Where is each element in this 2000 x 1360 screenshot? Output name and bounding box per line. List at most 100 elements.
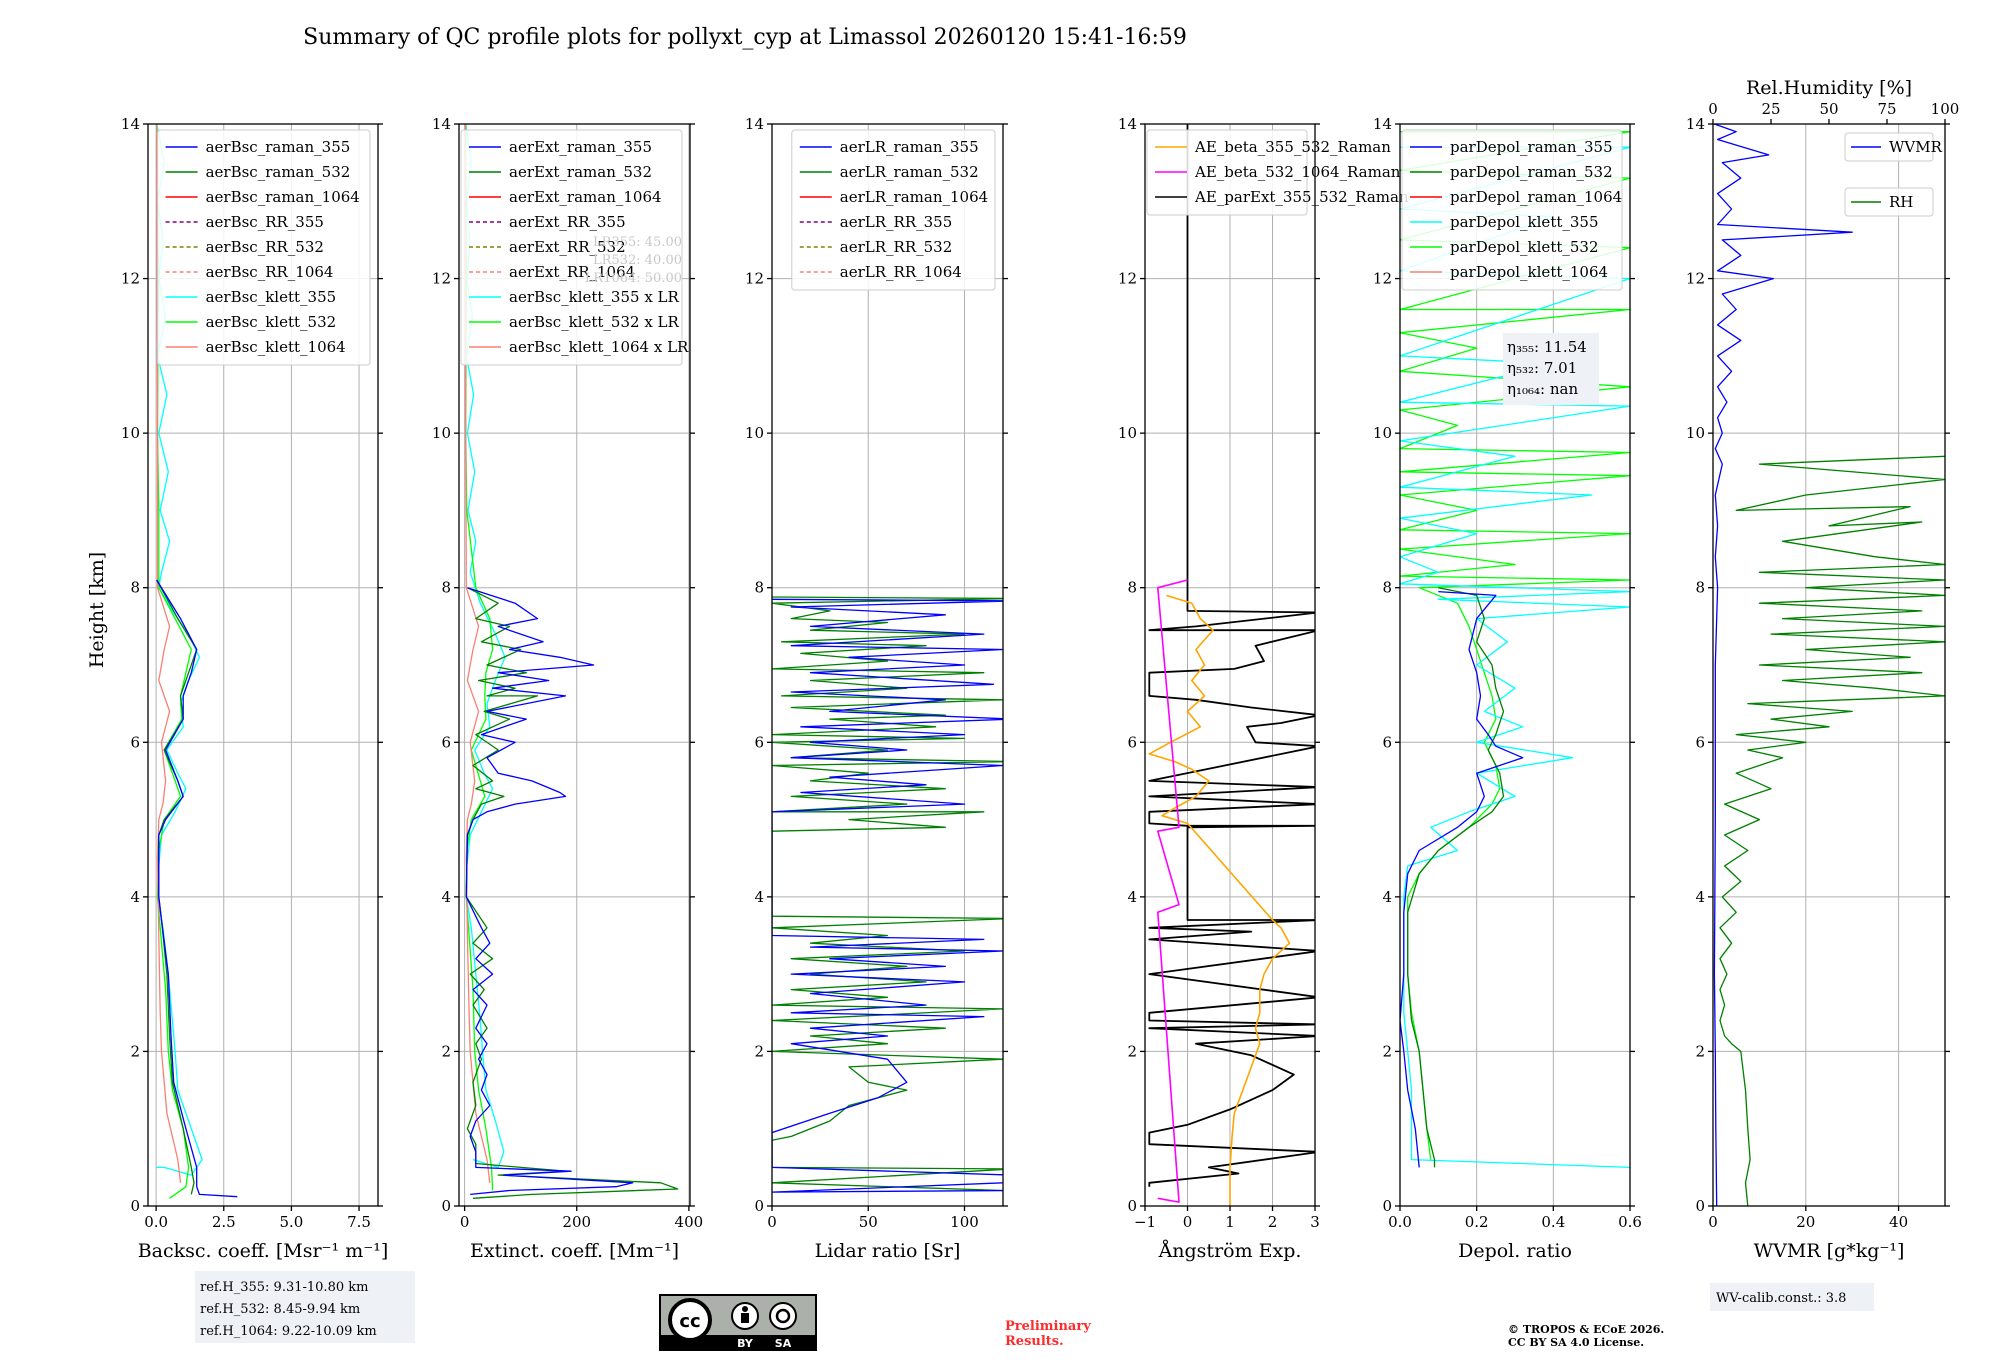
lr-note: LR355: 45.00 [593,235,682,250]
legend-entry: AE_beta_355_532_Raman [1194,138,1391,156]
panel-bsc: 0 2 4 6 8 10 12 14 0.0 2.5 5.0 7.5 Backsc. coeff. [M… [121,115,388,1262]
series-aerExt_raman_355 [465,587,634,1196]
eta-value: η₅₃₂: 7.01 [1507,359,1577,377]
y-tick-label: 8 [1695,579,1705,597]
series-aerBsc_klett_1064 x LR [464,124,491,1183]
legend-entry: parDepol_raman_355 [1450,138,1613,156]
y-tick-label: 10 [121,424,140,442]
x-axis-label: Ångström Exp. [1158,1240,1302,1262]
y-tick-label: 6 [441,733,451,751]
legend-entry: AE_parExt_355_532_Raman [1194,188,1409,206]
legend-entry: RH [1889,193,1913,211]
y-tick-label: 6 [1382,733,1392,751]
y-tick-label: 12 [1373,270,1392,288]
x-tick-label: 0.0 [1388,1213,1412,1231]
y-tick-label: 10 [432,424,451,442]
y-tick-label: 4 [130,888,140,906]
y-tick-label: 4 [1695,888,1705,906]
series-AE_beta_532_1064_Raman [1157,579,1188,1203]
series-aerBsc_klett_1064 [156,124,182,1183]
y-tick-label: 10 [1118,424,1137,442]
legend-entry: aerExt_RR_355 [509,213,626,231]
y-axis-label: Height [km] [86,552,108,668]
x-tick-label: 400 [675,1213,704,1231]
series-group [772,596,1003,1193]
legend-entry: parDepol_raman_1064 [1450,188,1622,206]
y-tick-label: 2 [1382,1042,1392,1060]
legend-entry: aerBsc_raman_355 [206,138,351,156]
y-tick-label: 4 [754,888,764,906]
legend-entry: aerBsc_RR_532 [206,238,324,256]
series-RH [1719,455,1945,1206]
eta-value: η₃₅₅: 11.54 [1507,338,1587,356]
series-parDepol_raman_355 [1400,590,1524,1168]
x-axis-label: WVMR [g*kg⁻¹] [1754,1240,1905,1262]
y-tick-label: 14 [432,115,451,133]
plot-frame [147,123,379,1207]
series-AE_parExt_355_532_Raman [1148,124,1315,1187]
by-text: BY [737,1337,754,1350]
y-tick-label: 10 [1686,424,1705,442]
wv-calib-box [1710,1283,1874,1311]
y-tick-label: 6 [130,733,140,751]
x-tick-label: 2.5 [212,1213,236,1231]
legend-entry: parDepol_klett_355 [1450,213,1599,231]
y-tick-label: 0 [754,1197,764,1215]
series-aerBsc_raman_355 [156,579,238,1198]
legend-entry: aerBsc_klett_1064 x LR [509,338,689,356]
cc-text: cc [679,1311,700,1332]
y-tick-label: 14 [1118,115,1137,133]
legend-entry: aerBsc_RR_355 [206,213,324,231]
y-tick-label: 12 [432,270,451,288]
x-tick-label: 0.2 [1465,1213,1489,1231]
series-aerExt_raman_532 [465,587,679,1199]
legend-entry: aerBsc_klett_532 [206,313,337,331]
legend-entry: parDepol_klett_532 [1450,238,1599,256]
y-tick-label: 0 [1382,1197,1392,1215]
y-tick-label: 10 [745,424,764,442]
lr-note: LR1064: 50.00 [585,271,682,286]
x-tick-label: −1 [1134,1213,1156,1231]
legend-entry: AE_beta_532_1064_Raman [1194,163,1401,181]
copyright-line-1: © TROPOS & ECoE 2026. [1508,1323,1664,1336]
x-tick-label: 40 [1889,1213,1908,1231]
panel-lr: 0 2 4 6 8 10 12 14 0 50 100 Lidar ratio [Sr] aerLR_r… [745,115,1008,1262]
legend-entry: aerBsc_raman_1064 [206,188,360,206]
x-axis-label: Extinct. coeff. [Mm⁻¹] [470,1240,679,1262]
y-tick-label: 4 [1382,888,1392,906]
top-x-tick-label: 50 [1819,100,1838,118]
plot-frame [771,123,1004,1207]
y-tick-label: 4 [1127,888,1137,906]
y-tick-label: 0 [1695,1197,1705,1215]
legend-entry: aerLR_RR_355 [840,213,952,231]
top-axis-label: Rel.Humidity [%] [1746,77,1912,99]
legend-entry: aerExt_RR_1064 [509,263,635,281]
y-tick-label: 14 [745,115,764,133]
legend-entry: parDepol_klett_1064 [1450,263,1608,281]
legend-entry: aerExt_RR_532 [509,238,626,256]
y-tick-label: 2 [130,1042,140,1060]
figure-title: Summary of QC profile plots for pollyxt_… [303,25,1187,50]
lr-note: LR532: 40.00 [593,253,682,268]
legend-box [460,129,683,366]
share-alike-icon [769,1302,797,1330]
plot-frame [458,123,691,1207]
legend-entry: aerBsc_raman_532 [206,163,351,181]
top-x-tick-label: 75 [1877,100,1896,118]
y-tick-label: 14 [1373,115,1392,133]
legend-box [157,129,371,366]
series-aerBsc_raman_532 [156,579,198,1195]
cc-license-badge: cc BY SA [659,1294,817,1351]
legend-box [791,129,996,291]
ref-height-355: ref.H_355: 9.31-10.80 km [200,1280,368,1295]
panel-depol: 0 2 4 6 8 10 12 14 0.0 0.2 0.4 0.6 Depol. ratio parDe… [1373,115,1642,1262]
cc-icon [668,1298,712,1342]
x-tick-label: 0.0 [144,1213,168,1231]
y-tick-label: 12 [121,270,140,288]
series-aerBsc_klett_532 x LR [465,124,494,1191]
series-aerLR_raman_532 [772,596,1003,1192]
x-tick-label: 200 [562,1213,591,1231]
legend-entry: aerBsc_RR_1064 [206,263,334,281]
y-tick-label: 8 [754,579,764,597]
